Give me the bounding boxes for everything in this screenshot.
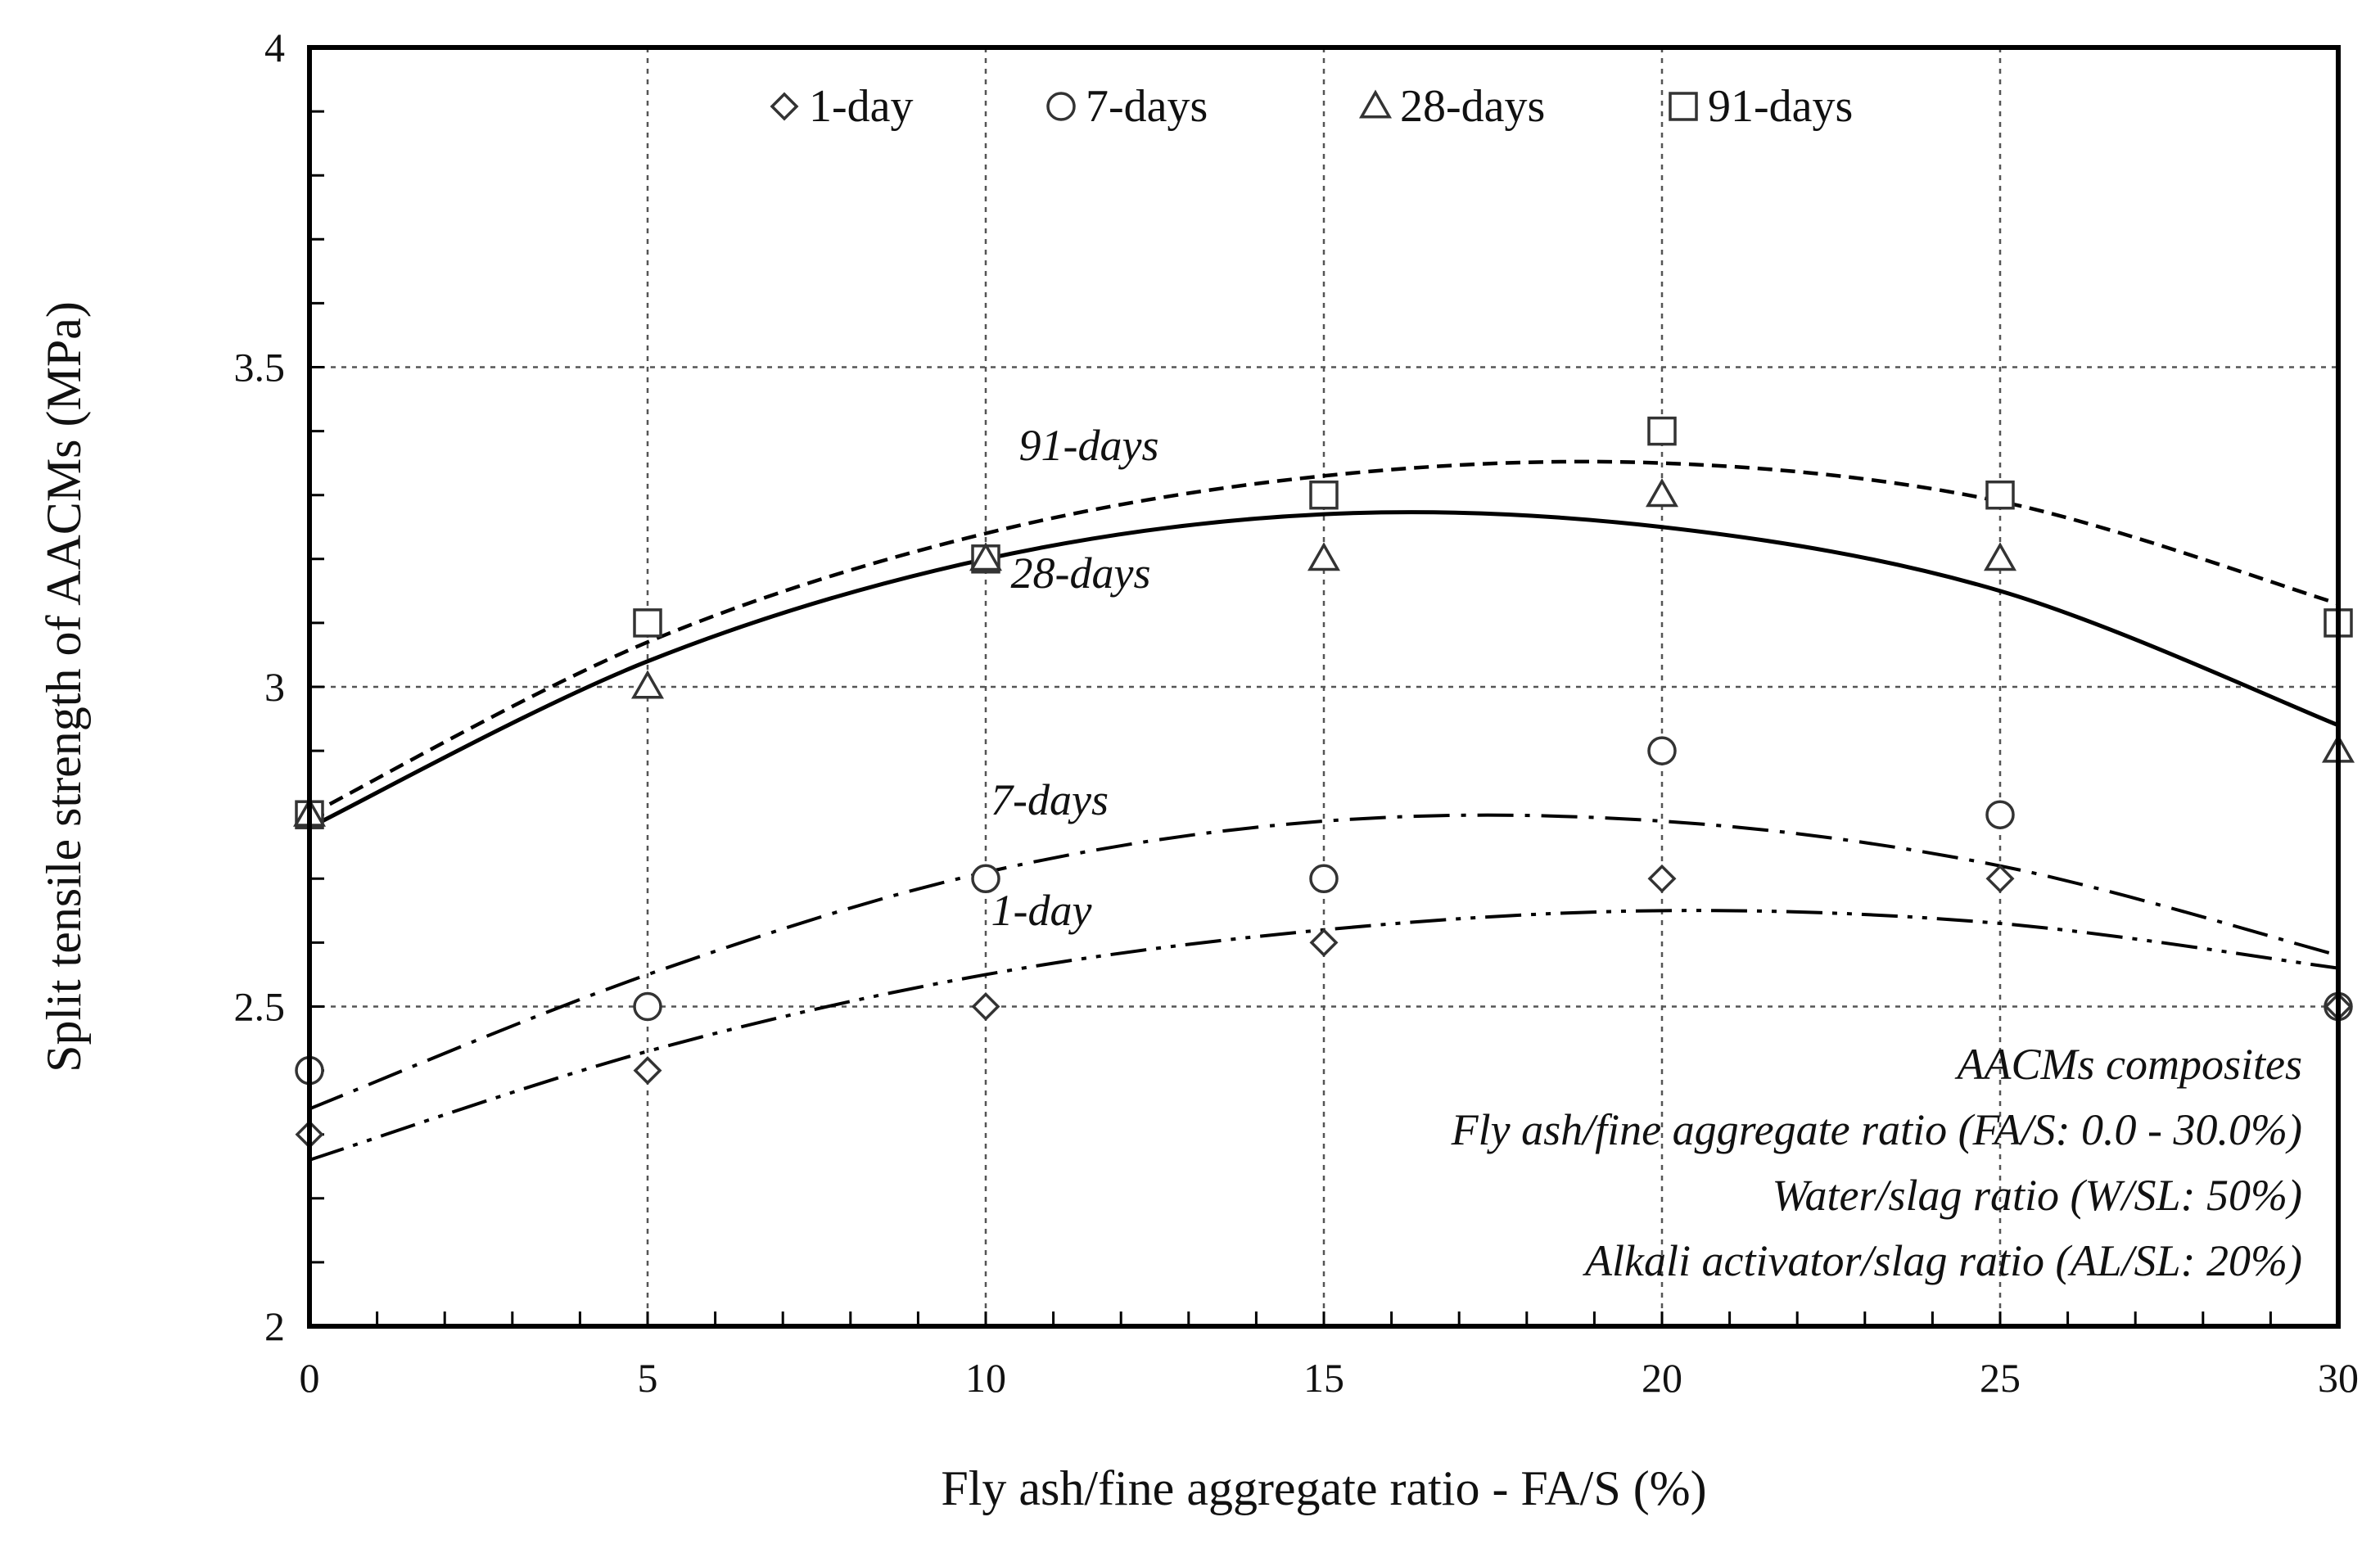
y-tick-label: 2 [264, 1303, 285, 1349]
y-axis-title: Split tensile strength of AACMs (MPa) [37, 301, 91, 1072]
trend-line-91-days [308, 459, 2339, 817]
tick-labels: 0 5 10 15 20 25 30 2 2.5 3 3.5 4 [234, 25, 2360, 1401]
point-7-days [1309, 864, 1339, 894]
legend-marker-7-days [1046, 92, 1076, 121]
point-1-day [971, 992, 1000, 1021]
curve-label-1-day: 1-day [991, 886, 1092, 935]
point-28-days [1645, 478, 1679, 508]
point-1-day [1647, 864, 1677, 893]
curve-label-7-days: 7-days [991, 775, 1109, 824]
point-91-days [1647, 416, 1677, 446]
x-tick-label: 0 [300, 1355, 320, 1401]
x-tick-label: 30 [2318, 1355, 2359, 1401]
point-7-days [1647, 736, 1677, 765]
legend-marker-1-day [770, 92, 799, 121]
legend: 1-day 7-days 28-days 91-days [770, 81, 1853, 132]
y-tick-label: 4 [264, 25, 285, 70]
annotation-line: Alkali activator/slag ratio (AL/SL: 20%) [1583, 1236, 2302, 1285]
point-28-days [969, 542, 1003, 571]
point-28-days [630, 670, 665, 699]
x-tick-label: 25 [1980, 1355, 2021, 1401]
point-28-days [1307, 542, 1341, 571]
x-tick-label: 20 [1642, 1355, 1682, 1401]
x-tick-label: 15 [1303, 1355, 1344, 1401]
y-tick-label: 2.5 [234, 984, 286, 1030]
legend-label-1-day: 1-day [809, 81, 914, 132]
y-tick-label: 3.5 [234, 345, 286, 391]
annotation-line: Water/slag ratio (W/SL: 50%) [1773, 1171, 2303, 1220]
x-tick-label: 10 [965, 1355, 1006, 1401]
point-7-days [1985, 800, 2015, 829]
x-axis-title: Fly ash/fine aggregate ratio - FA/S (%) [941, 1461, 1706, 1515]
legend-marker-91-days [1669, 92, 1698, 121]
point-7-days [633, 991, 662, 1022]
legend-label-91-days: 91-days [1708, 81, 1853, 132]
point-91-days [1309, 480, 1339, 510]
x-tick-label: 5 [638, 1355, 658, 1401]
annotation-box: AACMs composites Fly ash/fine aggregate r… [1451, 1040, 2302, 1285]
curve-label-91-days: 91-days [1019, 421, 1159, 470]
legend-label-28-days: 28-days [1400, 81, 1545, 132]
trend-line-28-days [308, 510, 2339, 830]
grid-lines [309, 47, 2338, 1326]
legend-marker-28-days [1358, 89, 1393, 119]
y-tick-label: 3 [264, 664, 285, 710]
point-28-days [1983, 542, 2017, 571]
curve-labels: 1-day 7-days 28-days 91-days [991, 421, 1158, 935]
curve-label-28-days: 28-days [1011, 549, 1151, 598]
point-1-day [1985, 864, 2015, 893]
annotation-line: Fly ash/fine aggregate ratio (FA/S: 0.0 … [1451, 1105, 2302, 1154]
point-7-days [971, 864, 1000, 894]
plot-area-frame [307, 45, 2341, 1329]
legend-label-7-days: 7-days [1086, 81, 1208, 132]
annotation-line: AACMs composites [1955, 1040, 2302, 1089]
point-1-day [633, 1056, 662, 1086]
point-1-day [1309, 928, 1339, 957]
point-91-days [1985, 480, 2015, 510]
point-91-days [633, 608, 662, 638]
